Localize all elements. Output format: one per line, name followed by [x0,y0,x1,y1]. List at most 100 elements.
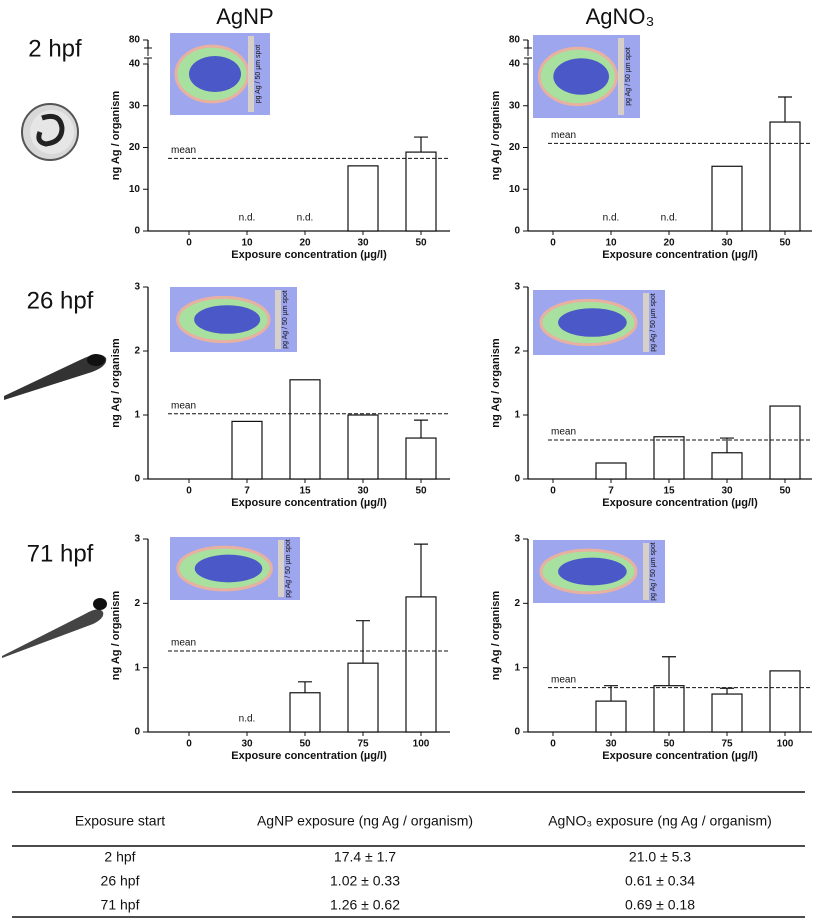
table-cell: 26 hpf [101,873,140,889]
y-tick-label: 0 [514,226,520,237]
bar [595,700,627,733]
y-tick-label: 3 [514,282,520,293]
x-axis-label: Exposure concentration (µg/l) [231,497,387,509]
y-tick-label: 0 [134,474,140,485]
x-tick-label: 7 [244,486,250,497]
bar [347,165,379,232]
x-tick-label: 0 [186,486,192,497]
y-axis-label: ng Ag / organism [490,338,502,428]
error-bar [414,543,428,597]
y-tick-label: 0 [134,727,140,738]
x-tick-label: 30 [721,486,733,497]
value-label: n.d. [239,213,256,224]
y-tick-label: 1 [134,410,140,421]
inset-label: pg Ag / 50 µm spot [285,539,292,598]
chart: 0 1 2 3 ng Ag / organism Exposure concentrati… [490,282,812,509]
y-tick-label: 10 [129,184,141,195]
error-bar [414,419,428,439]
y-tick-label: 30 [129,100,141,111]
error-bar [604,685,618,702]
y-tick-label: 1 [514,662,520,673]
y-tick-label: 3 [514,534,520,545]
table-header: AgNO₃ exposure (ng Ag / organism) [548,813,772,829]
y-tick-label: 40 [509,59,521,70]
y-axis-label: ng Ag / organism [110,91,122,181]
x-tick-label: 15 [663,486,675,497]
chart: 0 1 2 3 ng Ag / organism Exposure concentrati… [110,282,450,509]
y-tick-label: 0 [514,474,520,485]
bar [405,151,437,232]
x-axis-label: Exposure concentration (µg/l) [602,750,758,762]
bar [595,462,627,480]
row-label: 26 hpf [27,287,94,314]
mean-label: mean [551,130,576,141]
x-tick-label: 50 [415,238,427,249]
error-bar [778,96,792,123]
inset-label: pg Ag / 50 µm spot [255,45,262,104]
y-tick-label: 3 [134,534,140,545]
table-cell: 2 hpf [104,849,135,865]
x-tick-label: 100 [413,739,430,750]
inset-tissue [189,55,241,93]
bar [711,452,743,480]
bar [769,405,801,480]
y-tick-label: 3 [134,282,140,293]
x-tick-label: 10 [241,238,253,249]
x-tick-label: 50 [415,486,427,497]
inset-colorbar [643,543,649,600]
value-label: n.d. [661,213,678,224]
x-tick-label: 50 [779,238,791,249]
chart: 0 1 2 3 ng Ag / organism Exposure concentrati… [490,534,812,762]
inset-label: pg Ag / 50 µm spot [650,293,657,352]
x-tick-label: 50 [779,486,791,497]
bar [289,379,321,480]
table-header: Exposure start [75,813,165,829]
row-label: 2 hpf [28,35,82,62]
y-tick-label: 1 [134,662,140,673]
inset-tissue [553,58,609,95]
inset-colorbar [275,290,281,349]
table-cell: 1.26 ± 0.62 [330,897,400,913]
bar [347,662,379,733]
y-tick-label: 80 [509,35,521,46]
x-tick-label: 10 [605,238,617,249]
x-tick-label: 7 [608,486,614,497]
y-tick-label: 40 [129,59,141,70]
mean-label: mean [171,145,196,156]
chart: 0 10 20 30 40 80 ng Ag / organism Exposure conc… [110,33,450,261]
y-tick-label: 20 [509,142,521,153]
y-tick-label: 0 [514,727,520,738]
x-tick-label: 0 [550,238,556,249]
y-tick-label: 2 [514,598,520,609]
inset-colorbar [278,540,284,597]
x-tick-label: 30 [605,739,617,750]
y-axis-label: ng Ag / organism [490,591,502,681]
y-tick-label: 0 [134,226,140,237]
bar [653,685,685,733]
value-label: n.d. [239,714,256,725]
x-axis-label: Exposure concentration (µg/l) [231,750,387,762]
x-tick-label: 50 [299,739,311,750]
y-axis-label: ng Ag / organism [110,591,122,681]
x-tick-label: 0 [550,486,556,497]
x-axis-label: Exposure concentration (µg/l) [231,249,387,261]
x-tick-label: 75 [357,739,369,750]
bar [405,437,437,480]
error-bar [356,620,370,664]
larva-photo [2,598,107,658]
inset-tissue [558,557,627,586]
inset-tissue [558,308,627,337]
chart: 0 1 2 3 ng Ag / organism Exposure concentrati… [110,534,450,762]
axis-break [524,47,532,64]
table-cell: 71 hpf [101,897,140,913]
x-tick-label: 20 [663,238,675,249]
y-tick-label: 1 [514,410,520,421]
inset-colorbar [618,38,624,115]
bar [289,692,321,733]
bar [405,596,437,733]
bar [347,414,379,480]
bar [769,121,801,232]
error-bar [414,136,428,153]
table-cell: 0.69 ± 0.18 [625,897,695,913]
